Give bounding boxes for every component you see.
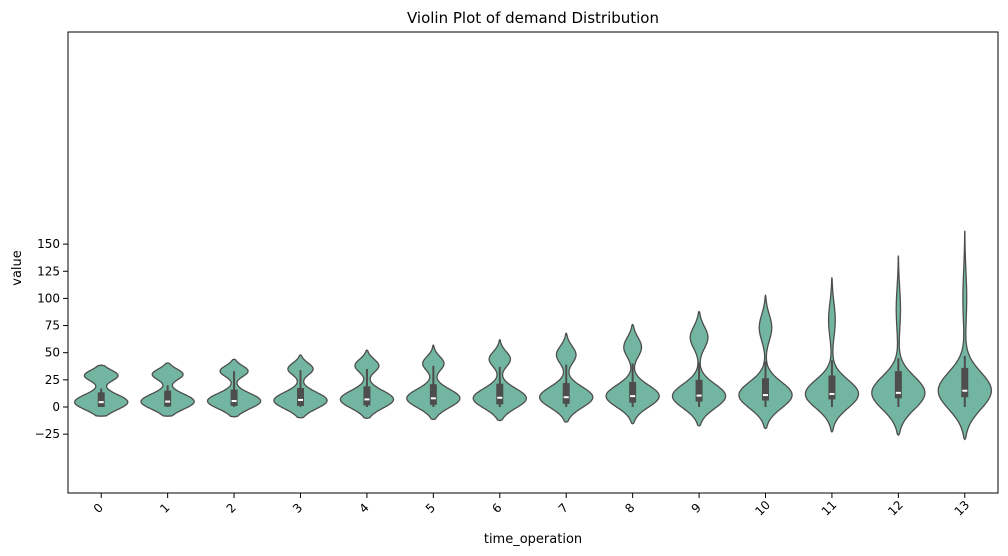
x-tick-label: 5 xyxy=(423,501,438,516)
violin-3 xyxy=(273,354,328,419)
x-tick-label: 12 xyxy=(885,498,906,519)
x-tick-label: 13 xyxy=(952,498,973,519)
violin-body xyxy=(871,255,926,436)
y-tick-label: 0 xyxy=(52,400,60,414)
violin-10 xyxy=(738,294,793,430)
violin-12 xyxy=(871,255,926,436)
violin-13 xyxy=(937,230,993,441)
x-tick-label: 8 xyxy=(622,501,637,516)
y-tick-label: 150 xyxy=(37,237,60,251)
violin-iqr-box xyxy=(97,392,105,407)
x-axis: 0 1 2 3 4 5 6 7 8 9 10 11 12 13 xyxy=(91,493,973,519)
x-tick-label: 11 xyxy=(819,498,840,519)
x-tick-label: 2 xyxy=(224,501,239,516)
chart-title: Violin Plot of demand Distribution xyxy=(407,9,659,27)
violin-0 xyxy=(73,364,129,417)
violin-6 xyxy=(472,339,528,422)
x-tick-label: 9 xyxy=(689,501,704,516)
violin-body xyxy=(937,230,993,441)
violin-iqr-box xyxy=(164,390,172,407)
violin-5 xyxy=(406,344,461,421)
violin-11 xyxy=(804,277,860,433)
violin-iqr-box xyxy=(496,383,504,405)
plot-frame xyxy=(67,31,999,494)
x-tick-label: 7 xyxy=(556,501,571,516)
violin-iqr-box xyxy=(894,371,902,399)
violin-iqr-box xyxy=(363,386,371,406)
violin-iqr-box xyxy=(629,382,637,403)
x-tick-label: 1 xyxy=(157,501,172,516)
violin-body xyxy=(804,277,860,433)
x-axis-label: time_operation xyxy=(484,532,582,547)
violin-iqr-box xyxy=(695,379,703,402)
x-tick-label: 0 xyxy=(91,501,106,516)
violin-9 xyxy=(671,310,727,427)
x-tick-label: 10 xyxy=(752,498,773,519)
violin-iqr-box xyxy=(429,384,437,405)
x-tick-label: 6 xyxy=(489,501,504,516)
y-tick-label: −25 xyxy=(35,427,60,441)
y-tick-label: 100 xyxy=(37,291,60,305)
y-tick-label: 125 xyxy=(37,264,60,278)
y-tick-label: 25 xyxy=(45,373,60,387)
violin-4 xyxy=(339,349,395,420)
violin-iqr-box xyxy=(828,375,836,400)
violin-7 xyxy=(538,332,594,423)
x-tick-label: 4 xyxy=(356,501,371,516)
y-tick-label: 50 xyxy=(45,346,60,360)
plot-area xyxy=(73,230,993,441)
x-tick-label: 3 xyxy=(290,501,305,516)
violin-2 xyxy=(206,358,262,418)
violin-iqr-box xyxy=(562,383,570,404)
y-axis-label: value xyxy=(10,250,25,286)
violin-iqr-box xyxy=(230,389,238,406)
y-tick-label: 75 xyxy=(45,319,60,333)
violin-iqr-box xyxy=(297,387,304,406)
violin-iqr-box xyxy=(961,367,969,398)
violin-1 xyxy=(140,362,195,417)
violin-iqr-box xyxy=(762,378,769,401)
y-axis: −25 0 25 50 75 100 125 150 xyxy=(35,237,68,441)
violin-8 xyxy=(605,323,660,425)
